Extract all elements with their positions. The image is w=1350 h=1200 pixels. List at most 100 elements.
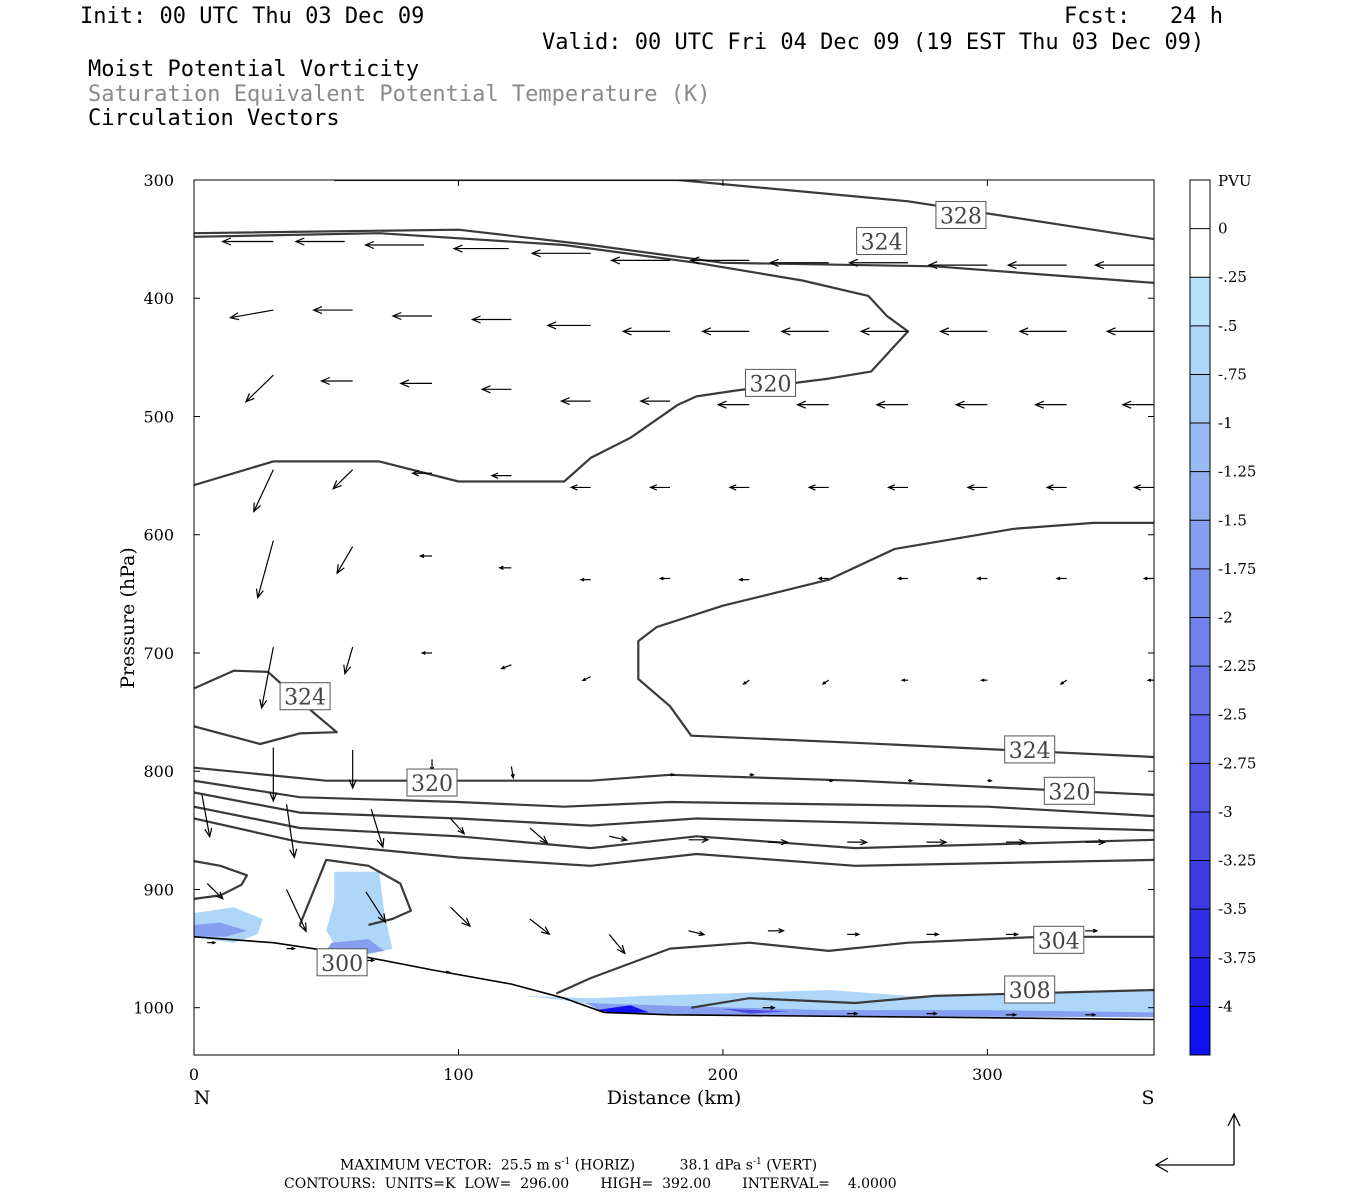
circulation-vector [1033,400,1067,409]
circulation-vector [688,836,710,844]
circulation-vector [979,678,988,682]
circulation-vector [976,576,988,581]
svg-text:324: 324 [861,230,903,255]
svg-text:308: 308 [1009,979,1051,1004]
contour-info: CONTOURS: UNITS=K LOW= 296.00 HIGH= 392.… [284,1176,897,1192]
theta-contour-line [194,805,1154,850]
circulation-vector [817,576,829,581]
circulation-vector [452,244,509,253]
circulation-vector [206,883,224,900]
colorbar-label: -3 [1218,803,1233,821]
colorbar-swatch [1190,1006,1210,1056]
circulation-vector [510,766,515,780]
contour-label: 308 [1004,975,1056,1004]
circulation-vector [926,838,948,846]
circulation-vector [1085,838,1107,846]
colorbar-label: -1 [1218,414,1233,432]
colorbar-label: -.25 [1218,268,1247,286]
circulation-vector [896,576,909,581]
colorbar-swatch [1190,568,1210,618]
circulation-vector [450,906,472,928]
colorbar-label: -1.25 [1218,463,1256,481]
theta-contour-line [194,766,1154,796]
theta-contour-line [334,180,1154,241]
circulation-vector [1018,327,1067,336]
colorbar-swatch [1190,374,1210,424]
svg-text:320: 320 [411,772,453,797]
circulation-vector [954,400,988,409]
colorbar-label: -1.5 [1218,511,1247,529]
contour-label: 304 [1033,925,1085,954]
circulation-vector [228,309,274,321]
circulation-vector [529,918,551,936]
circulation-vector [569,484,591,491]
circulation-vector [1005,838,1027,846]
circulation-vector [847,258,909,267]
contour-label: 324 [279,682,331,711]
init-time: Init: 00 UTC Thu 03 Dec 09 [80,4,425,29]
circulation-vector [609,256,671,265]
circulation-vector [364,240,425,250]
circulation-vector [529,827,549,845]
circulation-vector [716,400,750,409]
colorbar-label: -.75 [1218,365,1247,383]
circulation-vector [1005,1012,1018,1017]
circulation-vector [1146,678,1154,682]
circulation-vector [1121,400,1154,409]
circulation-vector [939,327,988,336]
max-vector-info: MAXIMUM VECTOR: 25.5 m s-1 (HORIZ) 38.1 … [340,1157,817,1174]
x-tick-label: 0 [189,1065,199,1084]
contour-label: 324 [1004,735,1056,764]
circulation-vector [418,553,433,559]
colorbar-label: -4 [1218,997,1233,1015]
circulation-vector [1085,928,1099,933]
colorbar-swatch [1190,180,1210,230]
max-vector-horiz-units: m s [536,1157,562,1174]
theta-contour-line [194,228,1154,284]
circulation-vector [780,327,829,336]
colorbar-label: -2.5 [1218,706,1247,724]
x-tick-label: 200 [708,1065,739,1084]
colorbar-label: 0 [1218,220,1228,238]
circulation-vector [579,577,591,582]
theta-contour-line [298,858,412,926]
circulation-vector [1045,484,1067,491]
contour-label: 324 [856,226,908,255]
y-tick-label: 500 [143,407,174,426]
circulation-vector [286,946,296,951]
circulation-vector [767,928,786,934]
colorbar-swatch [1190,423,1210,473]
circulation-vector [658,576,671,581]
colorbar-label: -2.25 [1218,657,1256,675]
circulation-vector [1142,576,1154,581]
circulation-vector [420,651,433,655]
circulation-vector [742,679,750,685]
circulation-vector [255,540,274,600]
contour-label: 320 [1043,776,1095,805]
max-vector-horiz-value: 25.5 [500,1157,533,1174]
max-vector-vert-units: dPa s [715,1157,753,1174]
circulation-vector [762,1005,776,1010]
colorbar-title: PVU [1218,172,1252,190]
circulation-vector [450,818,466,835]
circulation-vector [821,679,830,685]
colorbar-swatch [1190,860,1210,910]
colorbar-swatch [1190,811,1210,861]
mpv-shade-region [585,1003,1154,1018]
circulation-vector [253,469,274,513]
circulation-vector [689,256,750,265]
circulation-vector [926,932,940,937]
circulation-vector [738,577,750,582]
colorbar-swatch [1190,909,1210,959]
y-axis-label: Pressure (hPa) [117,547,139,689]
contour-label: 320 [745,368,797,397]
colorbar-label: -2.75 [1218,754,1256,772]
circulation-vector [670,773,676,777]
circulation-vector [1085,1012,1097,1017]
circulation-vector [987,778,993,783]
mpv-shade-region [596,1005,649,1014]
reference-vector-icon [1154,1112,1241,1173]
circulation-vector [807,484,829,491]
circulation-vector [900,678,909,682]
